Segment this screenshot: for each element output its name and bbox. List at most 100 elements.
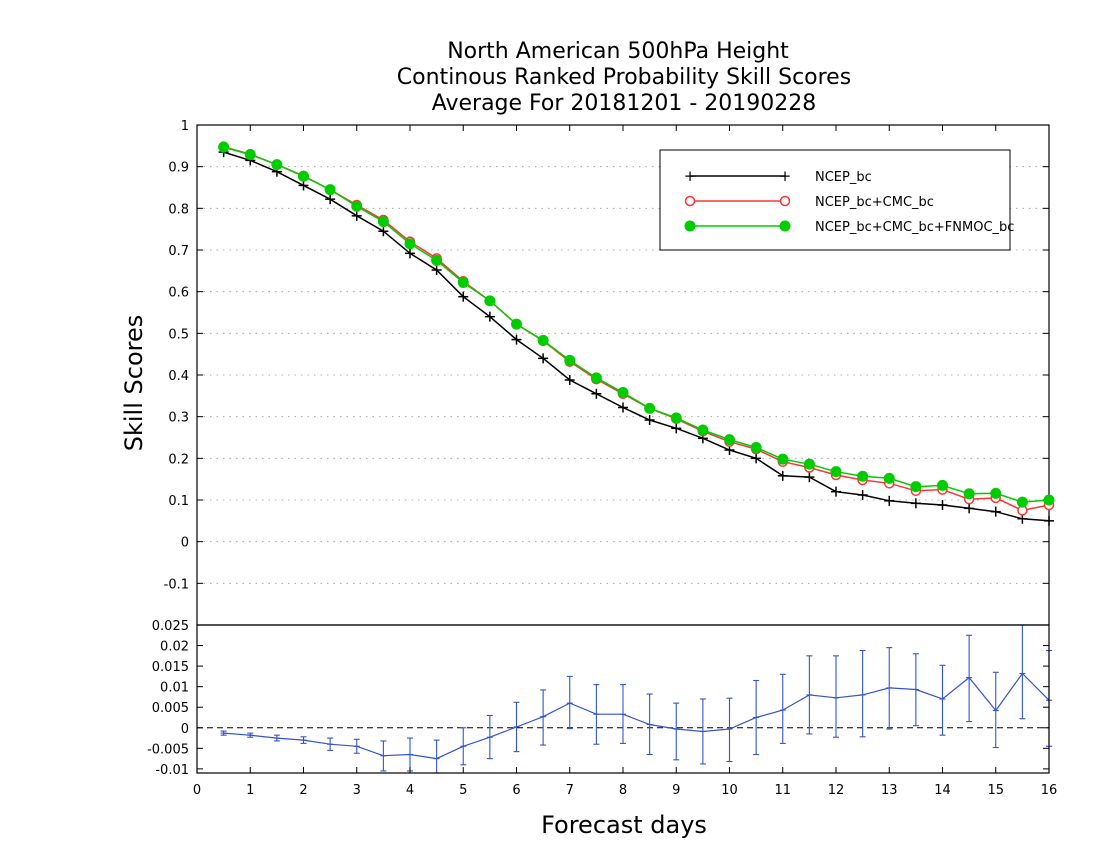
error-bar [779, 673, 786, 744]
data-point-filled-circle [777, 453, 789, 465]
x-tick-label: 1 [246, 783, 254, 798]
data-point-plus [564, 375, 575, 385]
y-tick-label: 0.3 [168, 411, 189, 426]
legend-marker-ncep-cmc-fnmoc [684, 220, 696, 232]
error-bar [273, 734, 280, 742]
legend-marker-ncep-bc: + [684, 167, 697, 185]
legend-label-ncep-cmc: NCEP_bc+CMC_bc [815, 195, 934, 210]
error-bar [806, 655, 813, 735]
y-tick-label: 0.2 [168, 452, 189, 467]
x-axis-label: Forecast days [541, 811, 707, 839]
data-point-filled-circle [457, 277, 469, 288]
data-point-filled-circle [803, 458, 815, 470]
x-tick-label: 4 [406, 783, 414, 798]
y-tick-label: 0 [181, 536, 189, 551]
x-tick-label: 5 [459, 783, 467, 798]
data-point-filled-circle [990, 487, 1002, 499]
data-point-filled-circle [351, 200, 363, 212]
y-tick-label: 0.7 [168, 244, 189, 259]
data-point-filled-circle [377, 216, 389, 228]
error-bar [486, 714, 493, 760]
error-bar [300, 736, 307, 744]
error-bar [646, 693, 653, 756]
error-bar [247, 732, 254, 738]
data-point-filled-circle [431, 254, 443, 266]
data-point-plus [405, 248, 415, 259]
data-point-filled-circle [617, 387, 629, 398]
diff-y-tick-label: 0.025 [152, 619, 189, 634]
x-tick-label: 13 [881, 783, 898, 798]
error-bar [753, 679, 760, 756]
data-point-plus [777, 470, 788, 481]
y-tick-label: 0.8 [168, 202, 189, 217]
data-point-plus [751, 453, 762, 464]
data-point-plus [351, 210, 362, 221]
error-bar [886, 647, 893, 730]
legend: + + NCEP_bc NCEP_bc+CMC_bc NCEP_bc+CMC_b… [659, 149, 1014, 251]
error-bar [433, 739, 440, 774]
y-tick-label: -0.1 [164, 577, 189, 592]
data-point-filled-circle [511, 318, 522, 330]
data-point-filled-circle [1016, 496, 1028, 508]
data-point-plus [325, 194, 336, 205]
data-point-plus [831, 486, 841, 497]
y-axis-label: Skill Scores [120, 315, 148, 452]
diff-y-tick-label: -0.01 [155, 763, 189, 778]
data-point-plus [538, 353, 549, 364]
chart-title-line-2: Continous Ranked Probability Skill Score… [397, 65, 851, 90]
x-tick-label: 7 [566, 783, 574, 798]
data-point-filled-circle [564, 354, 576, 366]
data-point-plus [964, 503, 975, 514]
data-point-filled-circle [484, 295, 496, 307]
data-point-filled-circle [324, 184, 336, 196]
x-tick-label: 16 [1041, 783, 1058, 798]
data-point-plus [378, 226, 389, 237]
x-tick-label: 12 [828, 783, 845, 798]
error-bar [673, 702, 680, 761]
x-tick-label: 10 [721, 783, 738, 798]
chart-title: North American 500hPa Height Continous R… [397, 39, 851, 116]
data-point-plus [644, 415, 655, 425]
error-bar [460, 727, 467, 766]
data-point-filled-circle [537, 334, 549, 346]
y-tick-label: 0.1 [168, 494, 189, 509]
error-bar [859, 649, 866, 738]
data-point-filled-circle [404, 238, 416, 250]
data-point-filled-circle [883, 472, 895, 484]
diff-y-tick-label: 0.005 [152, 701, 189, 716]
error-bar [540, 689, 547, 746]
x-tick-label: 15 [987, 783, 1004, 798]
data-point-plus [298, 180, 309, 191]
y-tick-label: 0.9 [168, 161, 189, 176]
data-point-filled-circle [857, 470, 869, 482]
difference-line [223, 672, 1050, 760]
x-tick-label: 8 [619, 783, 627, 798]
diff-y-tick-label: -0.005 [147, 742, 189, 757]
legend-marker-ncep-cmc-end [779, 195, 791, 207]
legend-marker-ncep-cmc [684, 195, 696, 207]
data-point-filled-circle [244, 149, 256, 161]
error-bar [939, 664, 946, 736]
error-bar [327, 737, 334, 751]
diff-y-tick-label: 0.02 [160, 640, 189, 655]
data-point-plus [591, 388, 602, 399]
x-tick-label: 3 [353, 783, 361, 798]
x-tick-label: 11 [774, 783, 791, 798]
data-point-plus [990, 506, 1001, 517]
data-point-filled-circle [670, 412, 682, 424]
data-point-plus [458, 291, 469, 302]
y-tick-label: 0.4 [168, 369, 189, 384]
x-tick-label: 0 [193, 783, 201, 798]
error-bar [992, 671, 999, 749]
diff-y-tick-label: 0.01 [160, 681, 189, 696]
data-point-plus [671, 423, 682, 434]
error-bar [1019, 624, 1026, 720]
y-tick-label: 0.5 [168, 327, 189, 342]
data-point-plus [484, 311, 495, 322]
data-point-plus [618, 402, 628, 413]
error-bar [726, 697, 733, 763]
error-bar [966, 634, 973, 723]
data-point-filled-circle [298, 170, 309, 182]
